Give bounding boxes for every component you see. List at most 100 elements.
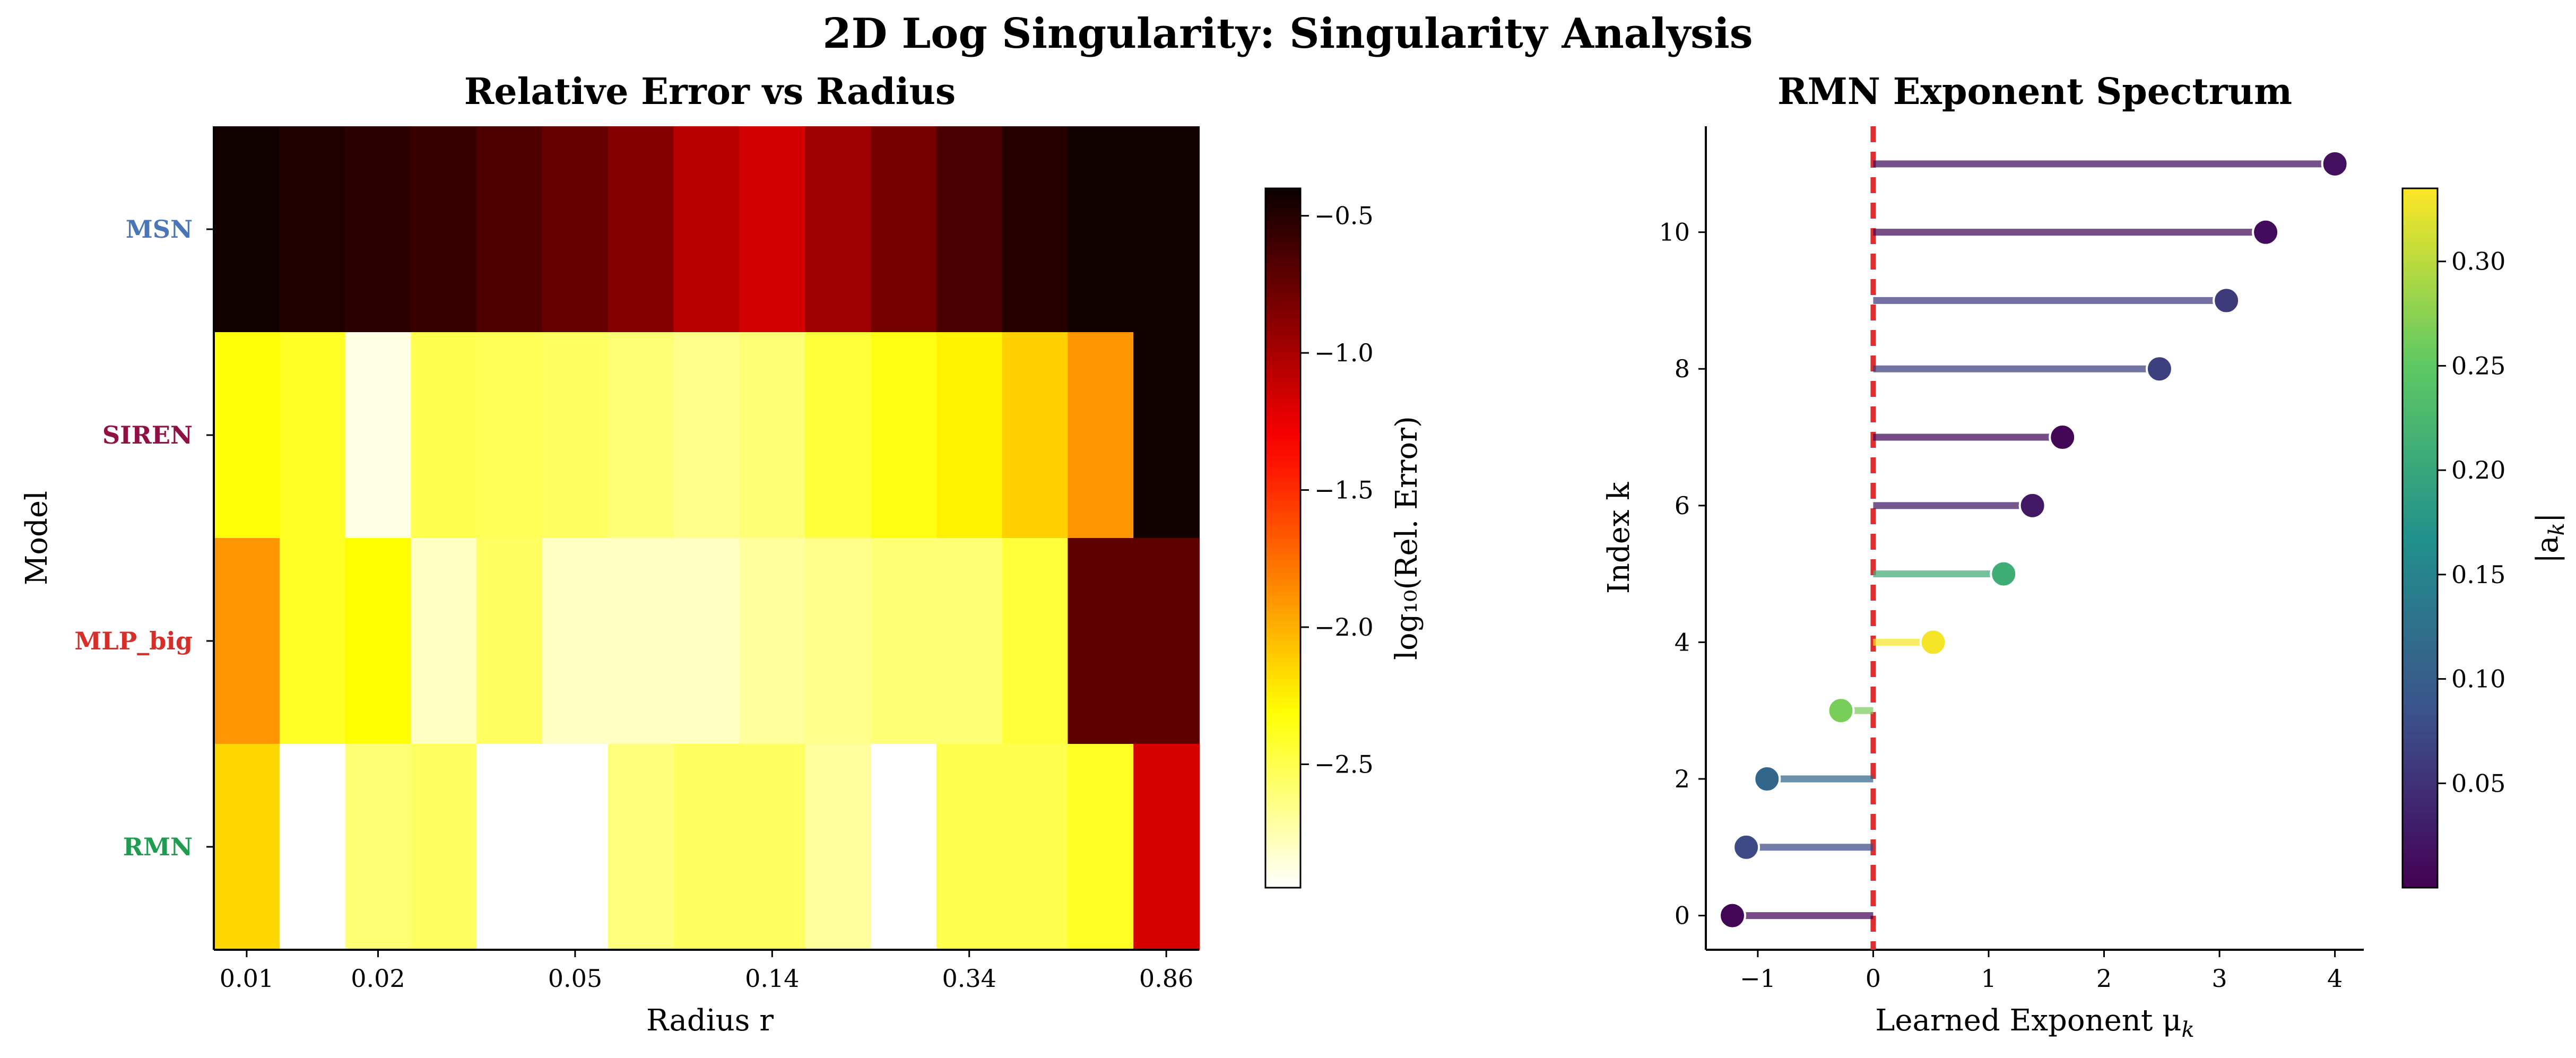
row-label-mlp-big: MLP_big xyxy=(74,627,193,655)
heatmap-cell xyxy=(805,126,871,333)
heatmap-cell xyxy=(608,538,674,744)
heatmap-cell xyxy=(1133,744,1200,950)
heatmap-cell xyxy=(936,126,1003,333)
spectrum-point xyxy=(1919,628,1947,656)
spectrum-y-tick-label: 4 xyxy=(1675,628,1690,656)
spectrum-point xyxy=(2145,355,2173,383)
heatmap-cell xyxy=(214,332,280,539)
heatmap-cell xyxy=(608,744,674,950)
heatmap-x-tick-label: 0.05 xyxy=(548,964,602,993)
colorbar-tick-label: −2.5 xyxy=(1314,750,1374,778)
spectrum-y-ticks: 0 2 4 6 8 10 xyxy=(1659,218,1706,930)
heatmap-cell xyxy=(214,538,280,744)
spectrum-point xyxy=(2049,423,2077,452)
row-label-siren: SIREN xyxy=(102,421,193,449)
heatmap-x-label: Radius r xyxy=(646,1003,774,1038)
heatmap-cell xyxy=(542,126,609,333)
spectrum-x-tick-label: 0 xyxy=(1866,964,1881,993)
heatmap-cell xyxy=(739,538,806,744)
heatmap-row-labels: MSN SIREN MLP_big RMN xyxy=(74,215,214,861)
heatmap-colorbar-ticks: −0.5 −1.0 −1.5 −2.0 −2.5 xyxy=(1300,202,1374,778)
heatmap-cell xyxy=(476,744,543,950)
heatmap-x-tick-label: 0.01 xyxy=(220,964,274,993)
heatmap-cell xyxy=(871,538,937,744)
heatmap-cell xyxy=(936,332,1003,539)
heatmap-cell xyxy=(476,126,543,333)
heatmap-cell xyxy=(805,332,871,539)
heatmap-cell xyxy=(1133,332,1200,539)
heatmap-cell xyxy=(476,538,543,744)
heatmap-cell xyxy=(214,744,280,950)
heatmap-cell xyxy=(608,126,674,333)
spectrum-markers xyxy=(1719,150,2349,930)
spectrum-title: RMN Exponent Spectrum xyxy=(1777,71,2292,113)
spectrum-point xyxy=(1732,833,1760,861)
spectrum-x-tick-label: −1 xyxy=(1740,964,1776,993)
spectrum-colorbar-label: |ak| xyxy=(2530,513,2569,563)
colorbar-tick-label: −1.0 xyxy=(1314,339,1374,367)
row-label-msn: MSN xyxy=(126,215,193,244)
spectrum-point xyxy=(2321,150,2349,178)
spectrum-stems xyxy=(1732,160,2335,920)
heatmap-cell xyxy=(1068,126,1134,333)
spectrum-colorbar xyxy=(2401,187,2439,889)
spectrum-point xyxy=(1719,901,1747,930)
heatmap-cell xyxy=(1133,126,1200,333)
heatmap-cell xyxy=(805,744,871,950)
spectrum-x-ticks: −1 0 1 2 3 4 xyxy=(1740,950,2343,993)
spectrum-point xyxy=(2213,287,2241,315)
heatmap-cell xyxy=(542,538,609,744)
colorbar-tick-label: −2.0 xyxy=(1314,613,1374,641)
spectrum-colorbar-ticks: 0.05 0.10 0.15 0.20 0.25 0.30 xyxy=(2438,247,2505,797)
heatmap-cell xyxy=(1068,744,1134,950)
colorbar-tick-label: 0.20 xyxy=(2451,456,2505,484)
heatmap-cell xyxy=(673,332,740,539)
heatmap-cell xyxy=(871,126,937,333)
spectrum-y-tick-label: 10 xyxy=(1659,218,1690,247)
heatmap-panel: Relative Error vs Radius MSN SIREN MLP_big… xyxy=(20,71,1424,1038)
spectrum-point xyxy=(1990,560,2018,588)
heatmap-cell xyxy=(476,332,543,539)
colorbar-tick-label: 0.30 xyxy=(2451,247,2505,276)
spectrum-x-tick-label: 2 xyxy=(2096,964,2112,993)
heatmap-cell xyxy=(345,744,412,950)
colorbar-tick-label: 0.15 xyxy=(2451,560,2505,589)
heatmap-cell xyxy=(1002,744,1069,950)
heatmap-x-tick-label: 0.14 xyxy=(745,964,799,993)
heatmap-cell xyxy=(936,744,1003,950)
colorbar-tick-label: −1.5 xyxy=(1314,476,1374,505)
spectrum-x-tick-label: 1 xyxy=(1981,964,1996,993)
heatmap-cell xyxy=(739,744,806,950)
spectrum-point xyxy=(2018,491,2046,519)
heatmap-cell xyxy=(411,126,478,333)
heatmap-cell xyxy=(279,332,346,539)
heatmap-cell xyxy=(1133,538,1200,744)
spectrum-y-label: Index k xyxy=(1602,482,1636,594)
heatmap-y-label: Model xyxy=(20,491,54,585)
heatmap-title: Relative Error vs Radius xyxy=(464,71,956,113)
heatmap-cell xyxy=(1068,332,1134,539)
heatmap-colorbar-label: log₁₀(Rel. Error) xyxy=(1390,416,1424,660)
row-label-rmn: RMN xyxy=(123,832,193,861)
heatmap-cell xyxy=(673,126,740,333)
heatmap-cell xyxy=(542,744,609,950)
heatmap-cell xyxy=(542,332,609,539)
heatmap-cell xyxy=(805,538,871,744)
spectrum-y-tick-label: 8 xyxy=(1675,354,1690,383)
heatmap-cell xyxy=(739,126,806,333)
colorbar-tick-label: 0.10 xyxy=(2451,665,2505,693)
spectrum-point xyxy=(1827,697,1855,725)
heatmap-cells xyxy=(214,126,1200,950)
spectrum-x-label: Learned Exponent μk xyxy=(1875,1003,2195,1042)
heatmap-cell xyxy=(411,538,478,744)
spectrum-y-tick-label: 2 xyxy=(1675,765,1690,793)
heatmap-cell xyxy=(214,126,280,333)
heatmap-cell xyxy=(1068,538,1134,744)
heatmap-cell xyxy=(673,744,740,950)
heatmap-x-tick-label: 0.02 xyxy=(351,964,405,993)
heatmap-cell xyxy=(279,538,346,744)
spectrum-y-tick-label: 6 xyxy=(1675,491,1690,520)
spectrum-point xyxy=(2252,218,2280,246)
heatmap-cell xyxy=(673,538,740,744)
